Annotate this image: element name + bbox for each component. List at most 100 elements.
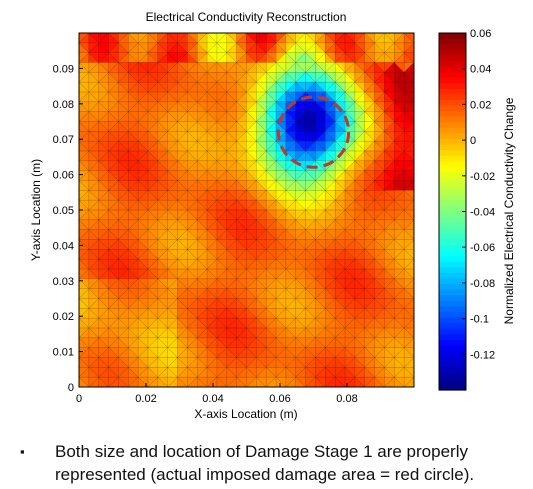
colorbar-swatch bbox=[439, 367, 466, 374]
colorbar-tick-label: -0.06 bbox=[470, 242, 495, 254]
y-tick-label: 0.07 bbox=[53, 134, 74, 146]
caption-line-2: represented (actual imposed damage area … bbox=[55, 465, 475, 484]
colorbar-swatch bbox=[439, 194, 466, 201]
colorbar-swatch bbox=[439, 306, 466, 313]
colorbar-swatch bbox=[439, 217, 466, 224]
colorbar-tick-label: -0.02 bbox=[470, 171, 495, 183]
colorbar-swatch bbox=[439, 272, 466, 280]
colorbar-swatch bbox=[439, 133, 466, 140]
colorbar-swatch bbox=[439, 60, 466, 68]
colorbar-swatch bbox=[439, 205, 466, 213]
colorbar-tick-label: 0 bbox=[470, 135, 476, 147]
colorbar-swatch bbox=[439, 256, 466, 263]
colorbar-tick-label: 0.06 bbox=[470, 28, 491, 40]
colorbar-swatch bbox=[439, 83, 466, 90]
colorbar-swatch bbox=[439, 250, 466, 257]
colorbar-tick-label: -0.12 bbox=[470, 349, 495, 361]
colorbar-swatch bbox=[439, 166, 466, 174]
colorbar-swatch bbox=[439, 378, 466, 386]
colorbar-swatch bbox=[439, 244, 466, 252]
colorbar-swatch bbox=[439, 222, 466, 229]
colorbar-swatch bbox=[439, 49, 466, 56]
colorbar-swatch bbox=[439, 66, 466, 73]
colorbar-tick-label: -0.08 bbox=[470, 278, 495, 290]
colorbar-swatch bbox=[439, 33, 466, 40]
heatmap-plot bbox=[79, 33, 414, 387]
colorbar-ticks: 0.06 0.04 0.02 0 -0.02 -0.04 -0.06 -0.08 -0.1 -0.… bbox=[462, 28, 495, 361]
colorbar-label: Normalized Electrical Conductivity Chang… bbox=[502, 97, 516, 324]
colorbar-swatch bbox=[439, 178, 466, 185]
colorbar-swatch bbox=[439, 44, 466, 51]
conductivity-figure: Electrical Conductivity Reconstruction 0… bbox=[29, 10, 516, 421]
colorbar-swatch bbox=[439, 161, 466, 168]
chart-title: Electrical Conductivity Reconstruction bbox=[146, 10, 347, 24]
colorbar-swatch bbox=[439, 295, 466, 302]
colorbar-swatch bbox=[439, 334, 466, 341]
colorbar-swatch bbox=[439, 311, 466, 319]
colorbar-swatch bbox=[439, 122, 466, 129]
colorbar-swatch bbox=[439, 144, 466, 151]
y-tick-label: 0.09 bbox=[53, 63, 74, 75]
colorbar-swatch bbox=[439, 38, 466, 45]
x-tick-label: 0.02 bbox=[135, 393, 156, 405]
colorbar-swatch bbox=[439, 77, 466, 84]
colorbar-swatch bbox=[439, 94, 466, 101]
colorbar-swatch bbox=[439, 150, 466, 157]
colorbar-tick-label: 0.04 bbox=[470, 64, 491, 76]
colorbar-swatch bbox=[439, 267, 466, 274]
y-axis-ticks: 0 0.01 0.02 0.03 0.04 0.05 0.06 0.07 0.08 0.09 bbox=[53, 63, 83, 394]
y-tick-label: 0.04 bbox=[53, 240, 74, 252]
colorbar-tick-label: -0.04 bbox=[470, 207, 495, 219]
colorbar bbox=[438, 32, 467, 391]
colorbar-swatch bbox=[439, 328, 466, 335]
caption-line-1: Both size and location of Damage Stage 1… bbox=[55, 442, 468, 461]
y-tick-label: 0.08 bbox=[53, 99, 74, 111]
colorbar-swatch bbox=[439, 183, 466, 190]
colorbar-swatch bbox=[439, 350, 466, 358]
colorbar-swatch bbox=[439, 111, 466, 118]
y-axis-label: Y-axis Location (m) bbox=[29, 159, 43, 261]
colorbar-swatch bbox=[439, 373, 466, 380]
colorbar-swatch bbox=[439, 99, 466, 107]
colorbar-swatch bbox=[439, 289, 466, 296]
colorbar-swatch bbox=[439, 356, 466, 363]
colorbar-swatch bbox=[439, 172, 466, 179]
colorbar-swatch bbox=[439, 72, 466, 79]
colorbar-swatch bbox=[439, 138, 466, 146]
colorbar-swatch bbox=[439, 55, 466, 62]
y-tick-label: 0 bbox=[68, 382, 74, 394]
colorbar-swatch bbox=[439, 127, 466, 135]
colorbar-swatch bbox=[439, 211, 466, 218]
colorbar-tick-label: 0.02 bbox=[470, 99, 491, 111]
colorbar-swatch bbox=[439, 233, 466, 240]
x-tick-label: 0.08 bbox=[336, 393, 357, 405]
y-tick-label: 0.06 bbox=[53, 170, 74, 182]
colorbar-swatch bbox=[439, 339, 466, 346]
colorbar-swatch bbox=[439, 317, 466, 324]
colorbar-swatch bbox=[439, 323, 466, 330]
caption-bullet: ▪ bbox=[20, 444, 25, 459]
x-axis-label: X-axis Location (m) bbox=[194, 407, 297, 421]
colorbar-swatch bbox=[439, 105, 466, 112]
colorbar-swatch bbox=[439, 155, 466, 162]
y-tick-label: 0.03 bbox=[53, 276, 74, 288]
colorbar-tick-label: -0.1 bbox=[470, 314, 489, 326]
colorbar-swatch bbox=[439, 88, 466, 95]
colorbar-swatch bbox=[439, 345, 466, 352]
x-tick-label: 0.06 bbox=[269, 393, 290, 405]
colorbar-swatch bbox=[439, 261, 466, 268]
y-tick-label: 0.05 bbox=[53, 205, 74, 217]
colorbar-swatch bbox=[439, 200, 466, 207]
colorbar-swatch bbox=[439, 116, 466, 123]
colorbar-swatch bbox=[439, 189, 466, 196]
colorbar-swatch bbox=[439, 284, 466, 291]
y-tick-label: 0.01 bbox=[53, 347, 74, 359]
colorbar-swatch bbox=[439, 362, 466, 369]
colorbar-swatch bbox=[439, 228, 466, 235]
colorbar-swatch bbox=[439, 300, 466, 307]
colorbar-swatch bbox=[439, 278, 466, 285]
caption-text: Both size and location of Damage Stage 1… bbox=[55, 440, 525, 486]
x-tick-label: 0.04 bbox=[202, 393, 223, 405]
colorbar-swatch bbox=[439, 239, 466, 246]
y-tick-label: 0.02 bbox=[53, 311, 74, 323]
